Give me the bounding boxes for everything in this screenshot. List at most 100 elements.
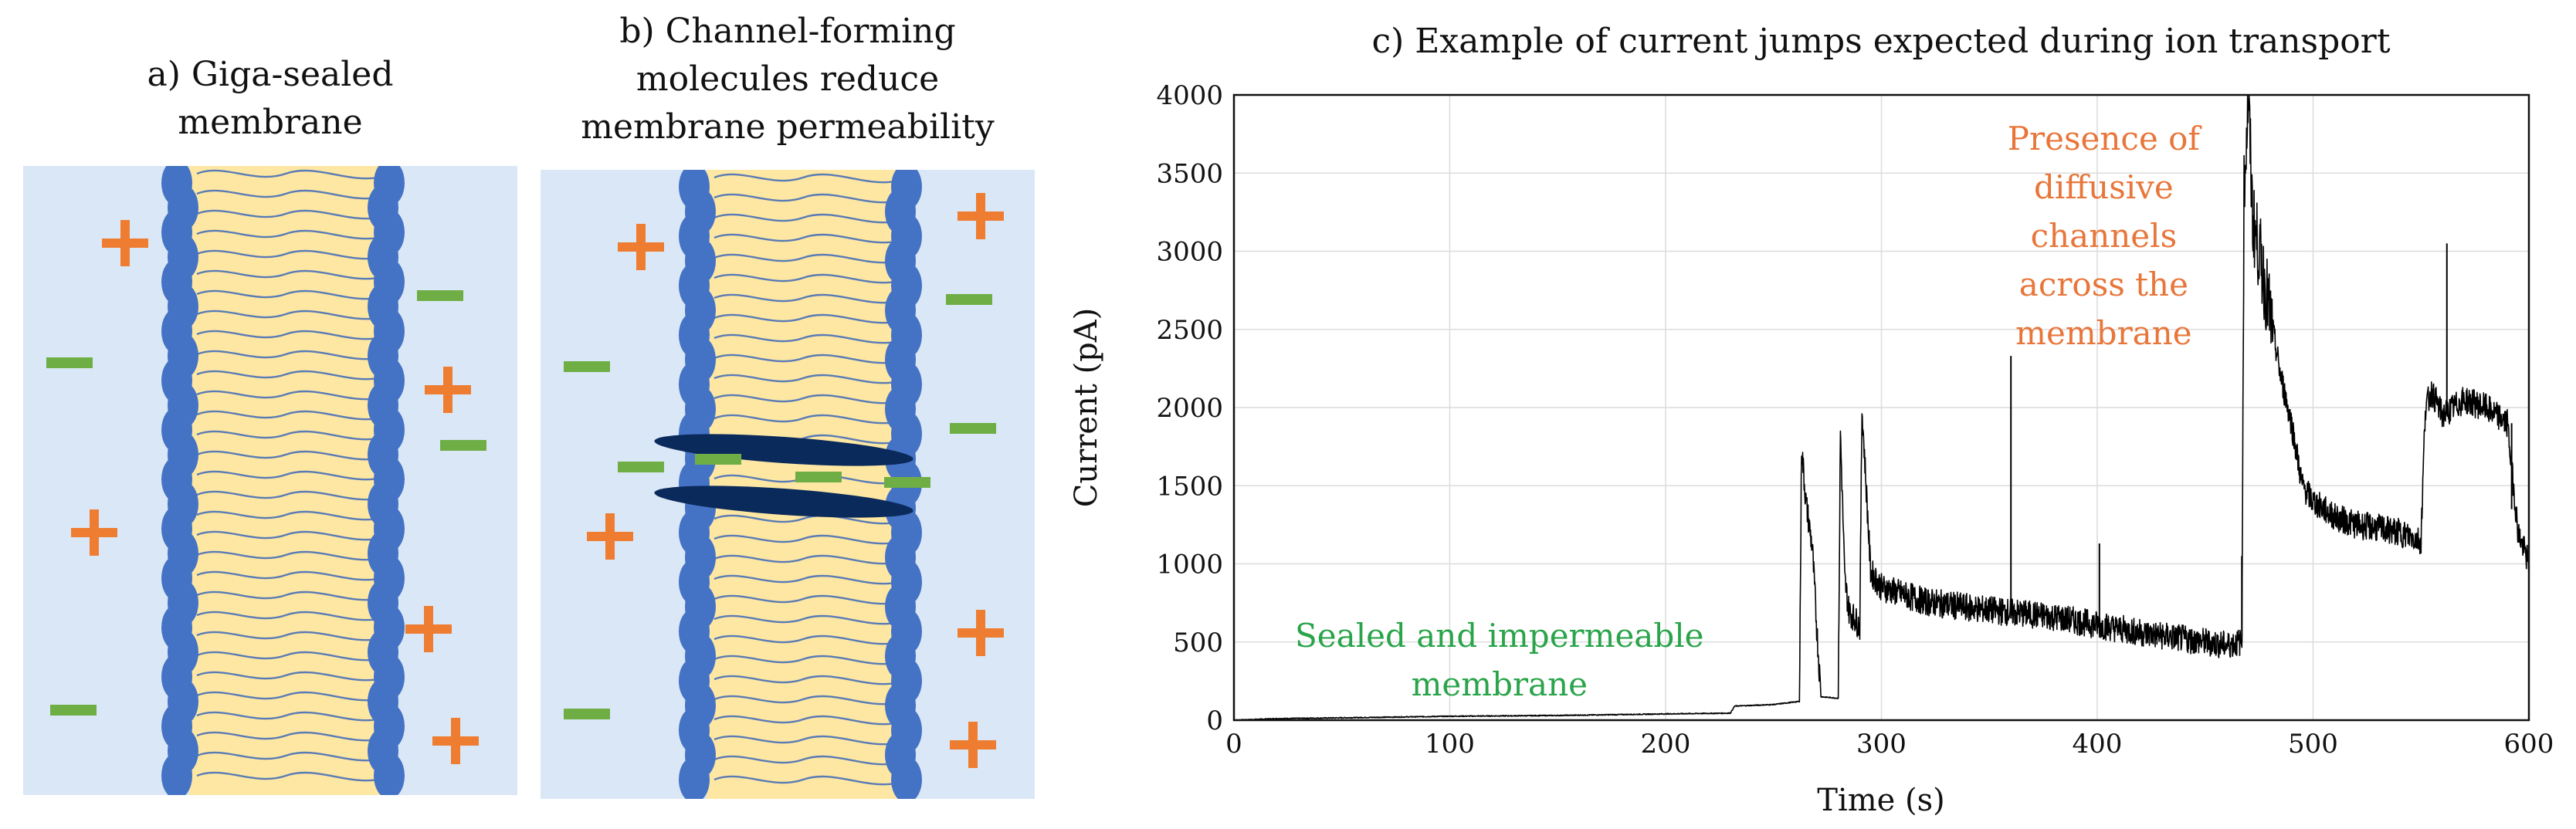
lipid-tail — [196, 229, 383, 240]
membrane-diagram-a — [23, 166, 517, 795]
x-tick-label: 500 — [2288, 729, 2338, 760]
lipid-tail — [713, 554, 900, 565]
lipid-tail — [713, 574, 900, 585]
plot-frame — [1232, 93, 2530, 722]
anion-icon — [417, 290, 463, 301]
y-axis-label: Current (pA) — [1069, 308, 1104, 508]
chart-title: c) Example of current jumps expected dur… — [1371, 22, 2390, 61]
x-tick-labels: 0 100 200 300 400 500 600 — [1225, 729, 2554, 760]
panel-a-title-line2: membrane — [178, 103, 363, 142]
y-tick-label: 0 — [1206, 705, 1223, 736]
lipid-tail — [713, 735, 900, 746]
lipid-tail — [196, 671, 383, 682]
annotation-line: membrane — [1412, 665, 1588, 703]
x-axis-label: Time (s) — [1817, 783, 1945, 818]
lipid-tail — [196, 350, 383, 360]
annotation-line: channels — [2031, 217, 2178, 255]
lipid-tail — [713, 313, 900, 324]
cation-icon — [120, 220, 130, 266]
lipid-tail — [713, 253, 900, 264]
lipid-tail — [196, 330, 383, 340]
lipid-tail — [196, 289, 383, 300]
anion-icon — [884, 477, 930, 488]
ions-a — [46, 220, 486, 764]
y-tick-label: 4000 — [1156, 80, 1223, 111]
y-tick-label: 500 — [1173, 628, 1223, 658]
lipid-tail — [196, 510, 383, 521]
anion-icon — [564, 709, 610, 719]
channel-molecule — [654, 434, 913, 466]
panel-b-title: b) Channel-forming molecules reduce memb… — [541, 8, 1035, 151]
cation-icon — [424, 606, 433, 652]
annotation-line: Presence of — [2008, 120, 2203, 157]
lipid-tail — [196, 651, 383, 662]
lipid-tail — [196, 570, 383, 581]
lipid-tail — [196, 169, 383, 180]
chart-annotation: Sealed and impermeable membrane — [1295, 617, 1704, 703]
head-group — [891, 756, 922, 799]
x-tick-label: 0 — [1225, 729, 1242, 760]
lipid-tail — [196, 550, 383, 561]
anion-icon — [946, 294, 992, 305]
cation-icon — [636, 224, 646, 270]
lipid-tail — [713, 775, 900, 786]
panel-b-title-line3: membrane permeability — [581, 107, 995, 147]
panel-a-title: a) Giga-sealed membrane — [23, 51, 517, 147]
lipid-tail — [196, 691, 383, 702]
annotation-line: Sealed and impermeable — [1295, 617, 1704, 655]
channel-molecules — [654, 434, 913, 518]
x-tick-label: 400 — [2073, 729, 2123, 760]
lipid-tail — [713, 213, 900, 224]
lipid-tail — [713, 374, 900, 384]
lipid-tail — [713, 695, 900, 705]
lipid-tail — [713, 715, 900, 726]
annotation-line: membrane — [2015, 314, 2191, 352]
lipid-tail — [713, 755, 900, 766]
cation-icon — [968, 722, 978, 768]
current-chart: c) Example of current jumps expected dur… — [1069, 22, 2554, 818]
y-tick-label: 1500 — [1156, 471, 1223, 502]
y-tick-label: 1000 — [1156, 550, 1223, 580]
y-tick-labels: 0 500 1000 1500 2000 2500 3000 3500 4000 — [1156, 80, 1223, 736]
trace — [1233, 94, 2530, 721]
y-tick-label: 3500 — [1156, 158, 1223, 189]
lipid-tail — [713, 655, 900, 665]
lipid-tail — [196, 590, 383, 601]
lipid-tail — [713, 273, 900, 284]
anion-icon — [695, 454, 741, 465]
x-tick-label: 200 — [1641, 729, 1691, 760]
chart-annotation: Presence of diffusive channels across the me… — [2008, 120, 2203, 352]
cation-icon — [443, 367, 452, 413]
lipid-tail — [196, 410, 383, 421]
lipid-tail — [713, 333, 900, 344]
lipid-tail — [713, 514, 900, 525]
anion-icon — [564, 361, 610, 372]
y-tick-label: 2000 — [1156, 393, 1223, 424]
lipid-tail — [713, 594, 900, 605]
lipid-tail — [196, 209, 383, 220]
lipid-tail — [196, 370, 383, 381]
lipid-tail — [196, 731, 383, 742]
y-tick-label: 3000 — [1156, 237, 1223, 268]
channel-molecule — [654, 486, 913, 518]
lipid-tail — [713, 293, 900, 304]
lipid-tail — [196, 470, 383, 481]
lipid-tail — [196, 490, 383, 501]
lipid-tail — [196, 310, 383, 320]
lipid-tail — [196, 249, 383, 260]
lipid-tail — [196, 751, 383, 762]
cation-icon — [90, 509, 99, 556]
cation-icon — [605, 513, 615, 560]
head-groups-right-a — [368, 166, 405, 795]
anion-icon — [795, 472, 842, 482]
lipid-tail — [713, 173, 900, 184]
lipid-tail — [196, 631, 383, 641]
lipid-tail — [196, 530, 383, 541]
panel-b-title-line1: b) Channel-forming — [619, 12, 956, 51]
anion-icon — [950, 423, 996, 434]
head-group — [374, 753, 405, 795]
lipid-tail — [713, 193, 900, 204]
anion-icon — [50, 705, 97, 716]
current-trace-line — [1233, 94, 2530, 721]
cation-icon — [976, 610, 985, 656]
